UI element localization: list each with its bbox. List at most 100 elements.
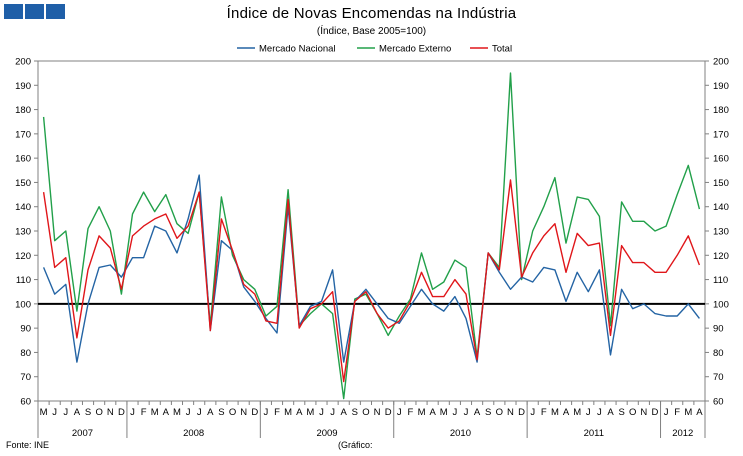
x-month-label: J [186, 407, 191, 418]
legend-label-mercado-externo: Mercado Externo [379, 44, 451, 55]
x-month-label: D [652, 407, 659, 418]
x-month-label: A [296, 407, 303, 418]
year-label: 2008 [183, 428, 204, 439]
y-tick-label-right: 190 [713, 81, 729, 92]
y-tick-label-left: 140 [15, 202, 31, 213]
x-month-label: N [374, 407, 381, 418]
y-tick-label-right: 140 [713, 202, 729, 213]
x-month-label: J [52, 407, 57, 418]
y-tick-label-left: 180 [15, 105, 31, 116]
x-month-label: A [474, 407, 481, 418]
x-month-label: M [418, 407, 426, 418]
x-month-label: J [264, 407, 269, 418]
x-month-label: J [63, 407, 68, 418]
series-line-mercado-nacional [42, 174, 700, 363]
x-month-label: N [107, 407, 114, 418]
x-month-label: A [207, 407, 214, 418]
y-tick-label-left: 120 [15, 251, 31, 262]
y-tick-label-left: 160 [15, 154, 31, 165]
x-month-label: M [440, 407, 448, 418]
x-month-label: J [319, 407, 324, 418]
y-tick-label-right: 130 [713, 227, 729, 238]
x-month-label: D [251, 407, 258, 418]
year-label: 2011 [584, 428, 604, 439]
x-month-label: F [408, 407, 414, 418]
x-month-label: J [130, 407, 135, 418]
x-month-label: A [429, 407, 436, 418]
x-month-label: M [573, 407, 581, 418]
y-tick-label-left: 90 [20, 324, 31, 335]
x-month-label: O [362, 407, 369, 418]
y-tick-label-right: 60 [713, 397, 724, 408]
x-month-label: F [541, 407, 547, 418]
x-month-label: D [118, 407, 125, 418]
x-month-label: J [586, 407, 591, 418]
x-month-label: S [485, 407, 491, 418]
logo-block-1 [4, 4, 23, 19]
x-month-label: D [385, 407, 392, 418]
x-month-label: O [629, 407, 636, 418]
y-tick-label-right: 180 [713, 105, 729, 116]
x-month-label: F [674, 407, 680, 418]
year-label: 2007 [72, 428, 93, 439]
y-tick-label-left: 200 [15, 57, 31, 68]
x-month-label: M [40, 407, 48, 418]
chart-title: Índice de Novas Encomendas na Indústria [226, 5, 517, 22]
x-month-label: N [240, 407, 247, 418]
x-month-label: J [597, 407, 602, 418]
x-month-label: M [151, 407, 159, 418]
y-tick-label-right: 90 [713, 324, 724, 335]
x-month-label: J [464, 407, 469, 418]
x-month-label: J [664, 407, 669, 418]
legend-label-mercado-nacional: Mercado Nacional [259, 44, 336, 55]
y-tick-label-left: 150 [15, 178, 31, 189]
x-month-label: J [197, 407, 202, 418]
y-tick-label-right: 170 [713, 129, 729, 140]
series-line-mercado-externo [42, 72, 701, 400]
x-month-label: M [173, 407, 181, 418]
y-tick-label-right: 160 [713, 154, 729, 165]
y-tick-label-right: 110 [713, 275, 728, 286]
x-month-label: J [330, 407, 335, 418]
legend-label-total: Total [492, 44, 512, 55]
x-month-label: S [85, 407, 91, 418]
series-line-total [42, 179, 701, 383]
x-month-label: O [95, 407, 102, 418]
logo-block-3 [46, 4, 65, 19]
x-month-label: M [306, 407, 314, 418]
y-tick-label-left: 60 [20, 397, 31, 408]
source-note: Fonte: INE [6, 440, 50, 450]
y-tick-label-right: 120 [713, 251, 729, 262]
x-month-label: A [607, 407, 614, 418]
x-month-label: F [141, 407, 147, 418]
x-month-label: S [618, 407, 624, 418]
y-tick-label-right: 100 [713, 299, 729, 310]
year-label: 2012 [672, 428, 693, 439]
x-month-label: S [218, 407, 224, 418]
x-month-label: A [163, 407, 170, 418]
year-label: 2009 [316, 428, 337, 439]
x-month-label: N [507, 407, 514, 418]
y-tick-label-left: 110 [16, 275, 31, 286]
x-month-label: O [496, 407, 503, 418]
x-month-label: M [551, 407, 559, 418]
x-month-label: A [696, 407, 703, 418]
x-month-label: J [397, 407, 402, 418]
x-month-label: J [453, 407, 458, 418]
x-month-label: M [284, 407, 292, 418]
x-month-label: O [229, 407, 236, 418]
y-tick-label-right: 150 [713, 178, 729, 189]
x-month-label: N [640, 407, 647, 418]
x-month-label: A [74, 407, 81, 418]
y-tick-label-left: 100 [15, 299, 31, 310]
y-tick-label-left: 80 [20, 348, 31, 359]
chart-subtitle: (Índice, Base 2005=100) [316, 26, 427, 37]
x-month-label: J [530, 407, 535, 418]
x-month-label: A [563, 407, 570, 418]
year-label: 2010 [450, 428, 471, 439]
y-tick-label-right: 70 [713, 372, 724, 383]
y-tick-label-right: 200 [713, 57, 729, 68]
x-month-label: M [684, 407, 692, 418]
x-month-label: D [518, 407, 525, 418]
